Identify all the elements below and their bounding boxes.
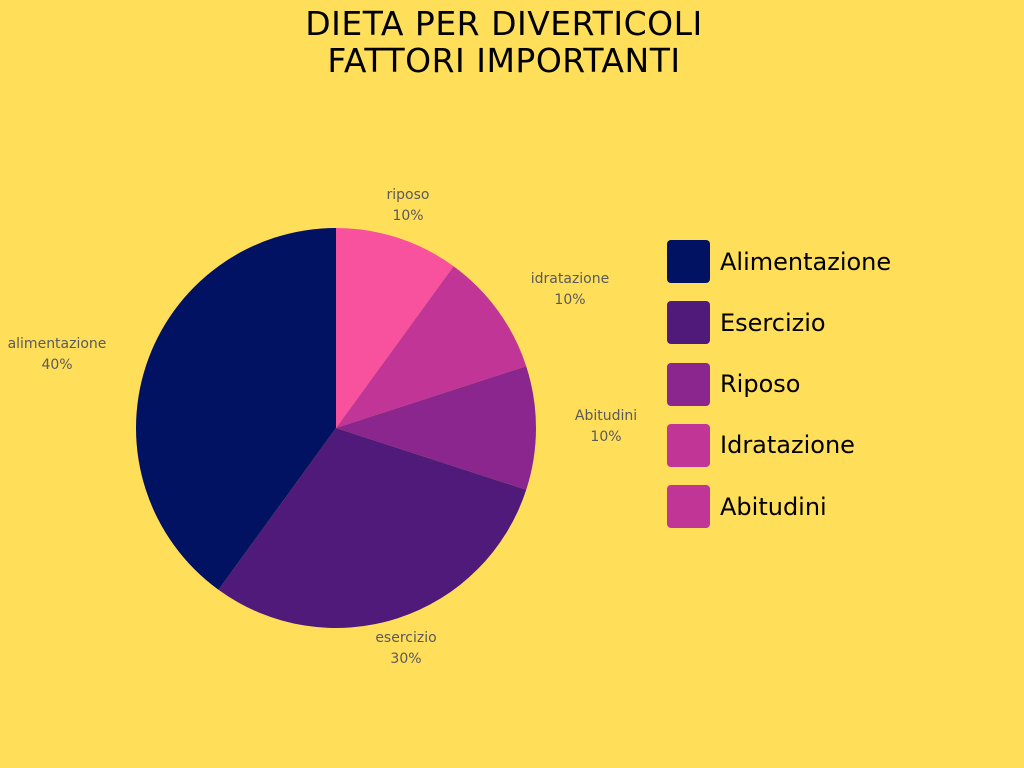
legend-item-idratazione: Idratazione: [667, 423, 891, 467]
slice-label-name: esercizio: [375, 630, 437, 646]
slice-label-percent: 10%: [392, 208, 424, 224]
legend-item-esercizio: Esercizio: [667, 301, 891, 345]
legend-label: Alimentazione: [720, 247, 892, 276]
pie-slice-alimentazione: [135, 228, 336, 590]
legend-swatch: [667, 362, 710, 406]
pie-slice-riposo: [336, 228, 454, 428]
chart-legend: Alimentazione Esercizio Riposo Idratazio…: [667, 240, 891, 546]
slice-label-abitudini: Abitudini 10%: [575, 406, 637, 448]
pie-slice-idratazione: [336, 266, 527, 428]
legend-label: Abitudini: [720, 492, 827, 521]
slice-label-esercizio: esercizio 30%: [375, 628, 436, 670]
legend-swatch: [667, 423, 710, 467]
slice-label-percent: 40%: [41, 357, 73, 373]
slice-label-alimentazione: alimentazione 40%: [8, 334, 107, 376]
legend-label: Riposo: [720, 370, 801, 398]
chart-title-line-1: DIETA PER DIVERTICOLI: [305, 4, 703, 43]
pie-slice-esercizio: [218, 428, 527, 628]
slice-label-name: riposo: [386, 187, 430, 203]
legend-item-riposo: Riposo: [667, 362, 891, 406]
legend-item-abitudini: Abitudini: [667, 485, 891, 528]
slice-label-name: Abitudini: [574, 408, 638, 424]
slice-label-percent: 10%: [554, 292, 586, 308]
legend-label: Idratazione: [720, 431, 855, 460]
legend-swatch: [667, 485, 710, 528]
slice-label-percent: 30%: [390, 651, 422, 667]
legend-item-alimentazione: Alimentazione: [667, 240, 891, 283]
slice-label-riposo: riposo 10%: [387, 185, 430, 227]
chart-title: DIETA PER DIVERTICOLI FATTORI IMPORTANTI: [0, 0, 1008, 79]
legend-swatch: [667, 240, 710, 283]
slice-label-name: idratazione: [530, 271, 610, 287]
slice-label-name: alimentazione: [7, 336, 107, 352]
pie-slices: [135, 228, 536, 628]
slice-label-idratazione: idratazione 10%: [531, 269, 609, 311]
pie-slice-abitudini: [336, 366, 536, 490]
legend-label: Esercizio: [720, 308, 826, 337]
chart-title-line-2: FATTORI IMPORTANTI: [327, 41, 681, 80]
legend-swatch: [667, 301, 710, 345]
slice-label-percent: 10%: [590, 429, 622, 445]
